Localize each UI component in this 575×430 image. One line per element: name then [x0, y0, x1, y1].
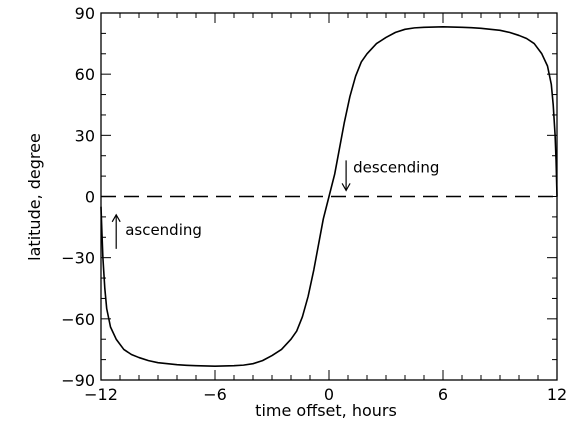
y-tick-label: −60 [61, 310, 95, 329]
x-tick-label: 12 [547, 385, 567, 404]
x-tick-label: 0 [324, 385, 334, 404]
axis-ticks [100, 12, 558, 381]
annotation-ascending: ascending [111, 213, 202, 249]
y-tick-label: 60 [75, 65, 95, 84]
annotation-descending: descending [341, 158, 439, 192]
x-tick-label: −12 [84, 385, 118, 404]
arrow-head-icon [111, 213, 121, 223]
x-tick-label: 6 [438, 385, 448, 404]
y-tick-label: 90 [75, 4, 95, 23]
series-line-0 [100, 26, 558, 367]
plot-area [100, 12, 558, 381]
x-tick-label: −6 [203, 385, 227, 404]
y-axis-label: latitude, degree [25, 133, 44, 261]
annotation-label: descending [353, 158, 439, 176]
y-tick-label: −30 [61, 249, 95, 268]
y-tick-label: −90 [61, 371, 95, 390]
arrow-head-icon [341, 183, 351, 192]
annotation-label: ascending [125, 221, 202, 239]
x-axis-label: time offset, hours [255, 401, 397, 420]
y-tick-label: 30 [75, 126, 95, 145]
y-tick-label: 0 [85, 188, 95, 207]
annotations: ascending descending [111, 158, 439, 249]
